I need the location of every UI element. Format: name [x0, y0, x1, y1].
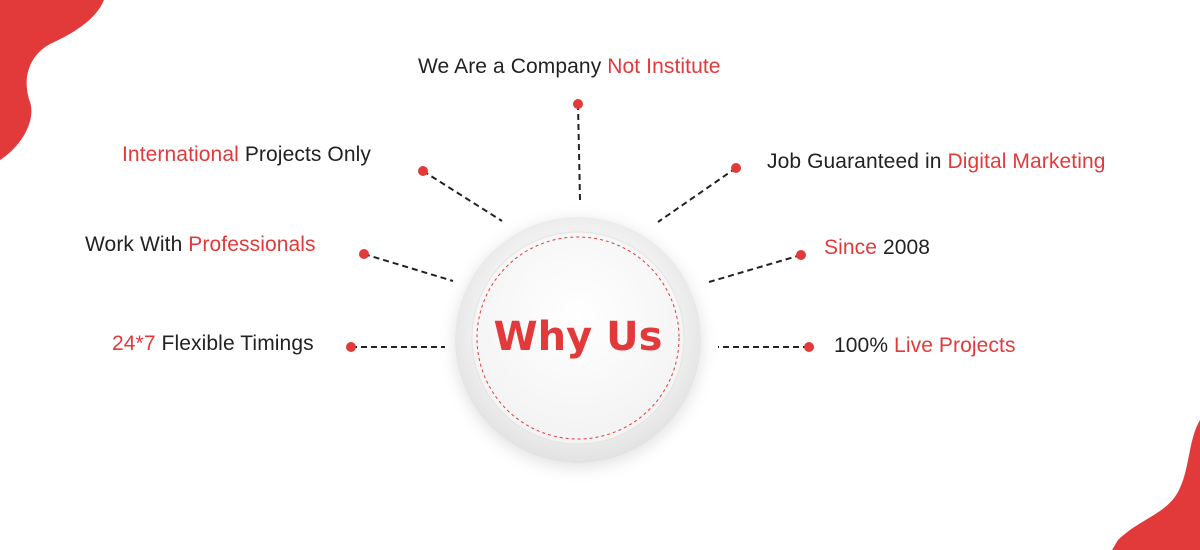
- connector-company: [578, 104, 580, 200]
- item-live-prefix: 100%: [834, 334, 894, 357]
- item-job-prefix: Job Guaranteed in: [767, 150, 947, 173]
- connector-dot-professionals: [359, 249, 369, 259]
- item-timings-suffix: Flexible Timings: [156, 332, 314, 355]
- item-professionals: Work With Professionals: [85, 232, 316, 258]
- item-professionals-highlight: Professionals: [188, 233, 315, 256]
- item-since-suffix: 2008: [877, 236, 930, 259]
- item-timings: 24*7 Flexible Timings: [112, 331, 314, 357]
- item-job: Job Guaranteed in Digital Marketing: [767, 149, 1106, 175]
- item-since-highlight: Since: [824, 236, 877, 259]
- connector-dot-timings: [346, 342, 356, 352]
- connector-since: [709, 255, 801, 282]
- item-job-highlight: Digital Marketing: [947, 150, 1105, 173]
- item-international: International Projects Only: [122, 142, 371, 168]
- center-title: Why Us: [478, 312, 678, 362]
- item-company-highlight: Not Institute: [607, 55, 720, 78]
- item-company: We Are a Company Not Institute: [418, 54, 721, 80]
- item-since: Since 2008: [824, 235, 930, 261]
- item-live-highlight: Live Projects: [894, 334, 1016, 357]
- connector-international: [423, 171, 502, 221]
- item-international-highlight: International: [122, 143, 239, 166]
- item-company-prefix: We Are a Company: [418, 55, 607, 78]
- connector-professionals: [364, 254, 453, 281]
- connector-job: [658, 168, 736, 222]
- item-international-suffix: Projects Only: [239, 143, 371, 166]
- connector-dot-since: [796, 250, 806, 260]
- connector-dot-company: [573, 99, 583, 109]
- item-professionals-prefix: Work With: [85, 233, 188, 256]
- item-live: 100% Live Projects: [834, 333, 1016, 359]
- item-timings-highlight: 24*7: [112, 332, 156, 355]
- connector-dot-live: [804, 342, 814, 352]
- connector-dot-international: [418, 166, 428, 176]
- connector-dot-job: [731, 163, 741, 173]
